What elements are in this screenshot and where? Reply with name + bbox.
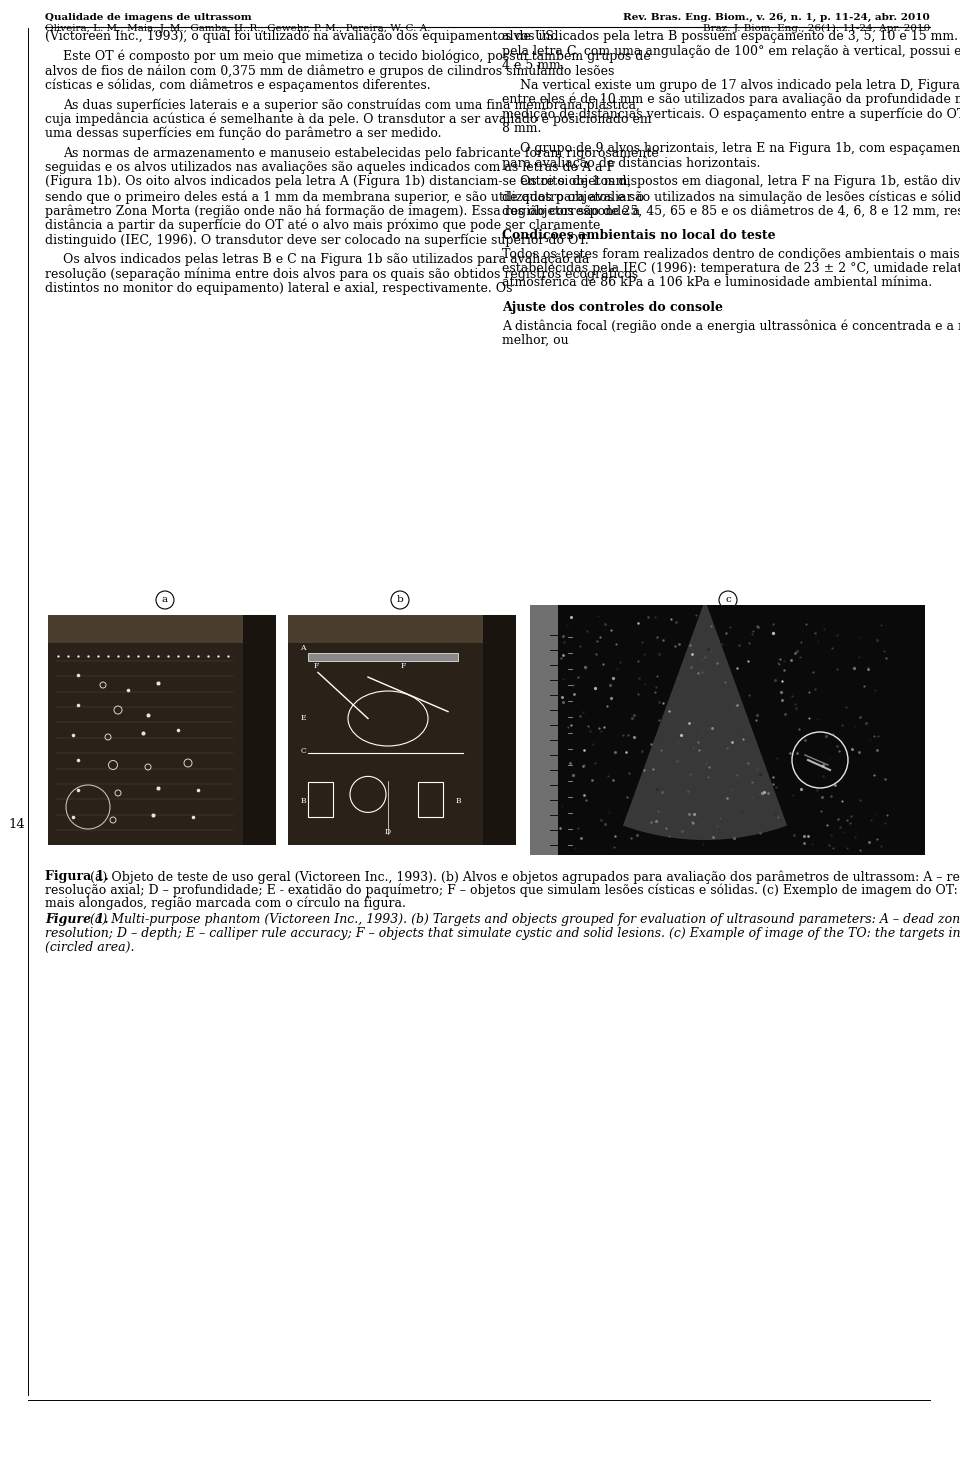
Text: B: B (300, 798, 306, 805)
Text: (Victoreen Inc., 1993), o qual foi utilizado na avaliação dos equipamentos de US: (Victoreen Inc., 1993), o qual foi utili… (45, 30, 557, 43)
Text: D: D (385, 827, 391, 836)
Text: entre eles é de 10 mm e são utilizados para avaliação da profundidade máxima de : entre eles é de 10 mm e são utilizados p… (502, 93, 960, 106)
Text: cuja impedância acústica é semelhante à da pele. O transdutor a ser avaliado é p: cuja impedância acústica é semelhante à … (45, 112, 652, 125)
Text: (a) Multi-purpose phantom (Victoreen Inc., 1993). (b) Targets and objects groupe: (a) Multi-purpose phantom (Victoreen Inc… (89, 913, 960, 926)
Text: A distância focal (região onde a energia ultrassônica é concentrada e a resoluçã: A distância focal (região onde a energia… (502, 320, 960, 333)
Text: Os oito objetos dispostos em diagonal, letra F na Figura 1b, estão divididos em : Os oito objetos dispostos em diagonal, l… (520, 176, 960, 189)
Wedge shape (623, 600, 787, 839)
Text: Na vertical existe um grupo de 17 alvos indicado pela letra D, Figura 1b. O espa: Na vertical existe um grupo de 17 alvos … (520, 78, 960, 91)
Bar (483, 615, 516, 845)
Text: Figura 1.: Figura 1. (45, 870, 108, 884)
Text: Qualidade de imagens de ultrassom: Qualidade de imagens de ultrassom (45, 13, 252, 22)
Text: Este OT é composto por um meio que mimetiza o tecido biológico, possui também gr: Este OT é composto por um meio que mimet… (63, 50, 651, 63)
Text: Todos os testes foram realizados dentro de condições ambientais o mais próximo p: Todos os testes foram realizados dentro … (502, 248, 960, 261)
Text: Ajuste dos controles do console: Ajuste dos controles do console (502, 301, 724, 314)
Bar (308, 782, 333, 817)
Text: As normas de armazenamento e manuseio estabelecidas pelo fabricante foram rigoro: As normas de armazenamento e manuseio es… (63, 146, 659, 159)
Text: C: C (300, 746, 306, 755)
Text: (a) Objeto de teste de uso geral (Victoreen Inc., 1993). (b) Alvos e objetos agr: (a) Objeto de teste de uso geral (Victor… (89, 870, 960, 884)
Text: seguidas e os alvos utilizados nas avaliações são aqueles indicados com as letra: seguidas e os alvos utilizados nas avali… (45, 161, 615, 174)
Text: (Figura 1b). Os oito alvos indicados pela letra A (Figura 1b) distanciam-se entr: (Figura 1b). Os oito alvos indicados pel… (45, 176, 632, 189)
Text: c: c (725, 596, 731, 605)
Text: (circled area).: (circled area). (45, 941, 134, 953)
Text: mais alongados, região marcada com o círculo na figura.: mais alongados, região marcada com o cír… (45, 897, 406, 910)
Text: F: F (400, 662, 406, 670)
Text: resolução axial; D – profundidade; E - exatidão do paquímetro; F – objetos que s: resolução axial; D – profundidade; E - e… (45, 884, 960, 897)
Text: O grupo de 9 alvos horizontais, letra E na Figura 1b, com espaçamento de 20 mm, : O grupo de 9 alvos horizontais, letra E … (520, 142, 960, 155)
Bar (530, 605, 558, 856)
Text: a: a (162, 596, 168, 605)
Text: As duas superfícies laterais e a superior são construídas com uma fina membrana : As duas superfícies laterais e a superio… (63, 97, 640, 112)
Text: Braz. J. Biom. Eng., 26(1): 11-24, Apr. 2010: Braz. J. Biom. Eng., 26(1): 11-24, Apr. … (703, 24, 930, 32)
Text: císticas e sólidas, com diâmetros e espaçamentos diferentes.: císticas e sólidas, com diâmetros e espa… (45, 78, 431, 91)
Text: A: A (300, 643, 306, 652)
Bar (308, 653, 458, 661)
Text: alvos de fios de náilon com 0,375 mm de diâmetro e grupos de cilindros simulando: alvos de fios de náilon com 0,375 mm de … (45, 63, 614, 78)
Text: atmosférica de 86 kPa a 106 kPa e luminosidade ambiental mínima.: atmosférica de 86 kPa a 106 kPa e lumino… (502, 276, 932, 289)
Text: distinguido (IEC, 1996). O transdutor deve ser colocado na superfície superior d: distinguido (IEC, 1996). O transdutor de… (45, 233, 588, 246)
Text: Rev. Bras. Eng. Biom., v. 26, n. 1, p. 11-24, abr. 2010: Rev. Bras. Eng. Biom., v. 26, n. 1, p. 1… (623, 13, 930, 22)
Text: medição de distâncias verticais. O espaçamento entre a superfície do OT e o prim: medição de distâncias verticais. O espaç… (502, 108, 960, 121)
Text: B: B (456, 798, 462, 805)
Text: Condições ambientais no local do teste: Condições ambientais no local do teste (502, 229, 776, 242)
Text: de quatro objetos e são utilizados na simulação de lesões císticas e sólidas. As: de quatro objetos e são utilizados na si… (502, 190, 960, 204)
Text: E: E (300, 714, 306, 723)
Text: 8 mm.: 8 mm. (502, 122, 541, 136)
Text: 14: 14 (9, 819, 25, 832)
Text: Figure 1.: Figure 1. (45, 913, 108, 926)
Bar (418, 782, 443, 817)
Bar (48, 615, 276, 643)
Text: resolução (separação mínima entre dois alvos para os quais são obtidos registros: resolução (separação mínima entre dois a… (45, 267, 638, 282)
Text: dos objetos são de 25, 45, 65 e 85 e os diâmetros de 4, 6, 8 e 12 mm, respectiva: dos objetos são de 25, 45, 65 e 85 e os … (502, 205, 960, 218)
Text: F: F (313, 662, 319, 670)
Text: distância a partir da superfície do OT até o alvo mais próximo que pode ser clar: distância a partir da superfície do OT a… (45, 218, 600, 233)
Text: para avaliação de distâncias horizontais.: para avaliação de distâncias horizontais… (502, 156, 761, 170)
Text: 4 e 5 mm.: 4 e 5 mm. (502, 59, 565, 72)
Text: sendo que o primeiro deles está a 1 mm da membrana superior, e são utilizados pa: sendo que o primeiro deles está a 1 mm d… (45, 190, 644, 204)
Text: melhor, ou: melhor, ou (502, 333, 569, 347)
Bar (288, 615, 516, 643)
Bar (243, 615, 276, 845)
Text: estabelecidas pela IEC (1996): temperatura de 23 ± 2 °C, umidade relativa de 45%: estabelecidas pela IEC (1996): temperatu… (502, 263, 960, 274)
Text: Oliveira, L. M.; Maia, J. M.; Gamba, H. R.; Gewehr, P. M.; Pereira, W. C. A.: Oliveira, L. M.; Maia, J. M.; Gamba, H. … (45, 24, 430, 32)
Text: distintos no monitor do equipamento) lateral e axial, respectivamente. Os: distintos no monitor do equipamento) lat… (45, 282, 513, 295)
Text: alvos indicados pela letra B possuem espaçamento de 3, 5, 10 e 15 mm. O grupo de: alvos indicados pela letra B possuem esp… (502, 30, 960, 43)
Text: resolution; D – depth; E – calliper rule accuracy; F – objects that simulate cys: resolution; D – depth; E – calliper rule… (45, 926, 960, 940)
Text: Os alvos indicados pelas letras B e C na Figura 1b são utilizados para avaliação: Os alvos indicados pelas letras B e C na… (63, 254, 589, 266)
Text: parâmetro Zona Morta (região onde não há formação de imagem). Essa região corres: parâmetro Zona Morta (região onde não há… (45, 205, 640, 218)
Text: pela letra C, com uma angulação de 100° em relação à vertical, possui espaçament: pela letra C, com uma angulação de 100° … (502, 44, 960, 58)
Text: uma dessas superfícies em função do parâmetro a ser medido.: uma dessas superfícies em função do parâ… (45, 127, 442, 140)
Text: b: b (396, 596, 403, 605)
